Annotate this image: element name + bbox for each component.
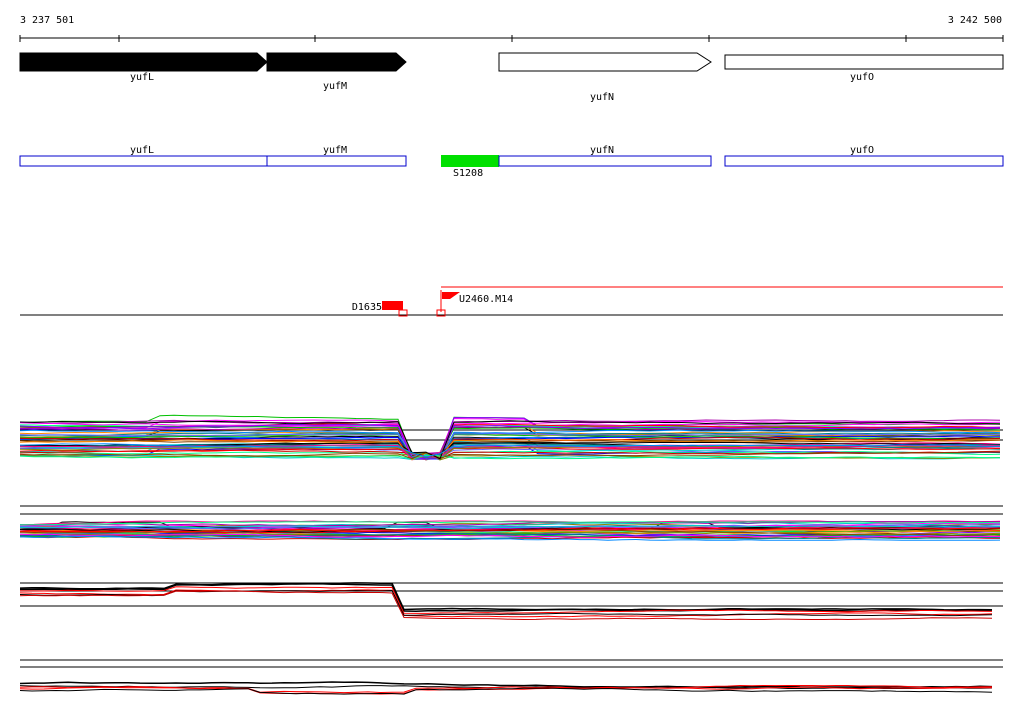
expression-profile-line [19, 439, 1000, 461]
highlight-region[interactable]: S1208 [441, 155, 499, 179]
marker-flag[interactable] [442, 292, 460, 299]
expression-profile-line [19, 589, 993, 618]
marker-track: D1635 U2460.M14 [20, 286, 1003, 317]
transcript-label: yufL [130, 145, 154, 156]
marker-flag[interactable] [382, 301, 403, 310]
expression-track-1 [19, 414, 1003, 461]
expression-profile-line [19, 590, 993, 621]
transcript-track: yufL yufM S1208 yufN yufO [19, 145, 1004, 179]
transcript-box[interactable] [498, 155, 712, 167]
gene-arrow[interactable] [266, 52, 407, 72]
gene-label: yufO [850, 72, 874, 83]
gene-label: yufL [130, 72, 154, 83]
expression-profile-line [19, 445, 1001, 460]
transcript-label: yufM [323, 145, 347, 156]
expression-profile-line [19, 681, 993, 688]
expression-profile-line [20, 582, 993, 612]
marker-d1635[interactable]: D1635 [352, 301, 408, 317]
transcript-label: yufO [850, 145, 874, 156]
expression-profile-line [19, 420, 1001, 460]
gene-label: yufN [590, 92, 614, 103]
expression-profile-line [19, 436, 1001, 461]
transcript-yufN[interactable]: yufN [498, 145, 712, 167]
expression-profile-line [19, 535, 1001, 541]
expression-profile-line [19, 423, 1001, 460]
gene-arrow[interactable] [724, 54, 1004, 70]
marker-anchor [436, 309, 446, 317]
expression-profile-line [19, 521, 1001, 526]
marker-label: U2460.M14 [459, 294, 513, 305]
transcript-box[interactable] [724, 155, 1004, 167]
coordinate-ruler: 3 237 501 3 242 500 [19, 15, 1004, 42]
expression-track-4 [19, 659, 1003, 695]
gene-track: yufL yufM yufN yufO [19, 52, 1004, 103]
transcript-box[interactable] [266, 155, 407, 167]
expression-profile-line [19, 521, 1001, 527]
marker-anchor [398, 309, 408, 317]
expression-profile-line [20, 532, 1001, 540]
expression-profile-line [19, 420, 1001, 460]
expression-track-2 [19, 505, 1003, 541]
gene-yufL[interactable]: yufL [19, 52, 268, 83]
expression-profile-line [19, 454, 1001, 460]
expression-profile-line [19, 451, 1001, 460]
expression-profile-line [19, 439, 1001, 458]
expression-profile-line [20, 586, 993, 614]
expression-profile-line [19, 434, 1001, 461]
expression-profile-line [19, 533, 1000, 538]
gene-yufO[interactable]: yufO [724, 54, 1004, 83]
expression-profile-line [19, 684, 993, 694]
gene-arrow[interactable] [498, 52, 712, 72]
transcript-yufM[interactable]: yufM [266, 145, 407, 167]
highlight-label: S1208 [453, 168, 483, 179]
expression-profile-line [19, 443, 1001, 458]
expression-profile-line [19, 419, 1001, 460]
expression-profile-line [19, 524, 1001, 530]
transcript-box[interactable] [19, 155, 268, 167]
transcript-label: yufN [590, 145, 614, 156]
highlight-box[interactable] [441, 155, 499, 167]
gene-arrow[interactable] [19, 52, 268, 72]
gene-yufN[interactable]: yufN [498, 52, 712, 103]
expression-profile-line [19, 429, 1001, 460]
expression-profile-line [19, 687, 993, 695]
gene-yufM[interactable]: yufM [266, 52, 407, 92]
ruler-start-label: 3 237 501 [20, 15, 74, 26]
marker-u2460[interactable]: U2460.M14 [436, 290, 513, 317]
gene-label: yufM [323, 81, 347, 92]
expression-track-3 [19, 582, 1003, 621]
expression-profile-line [19, 432, 1001, 460]
marker-label: D1635 [352, 302, 382, 313]
expression-profile-line [19, 527, 1001, 533]
transcript-yufO[interactable]: yufO [724, 145, 1004, 167]
transcript-yufL[interactable]: yufL [19, 145, 268, 167]
expression-profile-line [19, 582, 993, 612]
ruler-end-label: 3 242 500 [948, 15, 1002, 26]
